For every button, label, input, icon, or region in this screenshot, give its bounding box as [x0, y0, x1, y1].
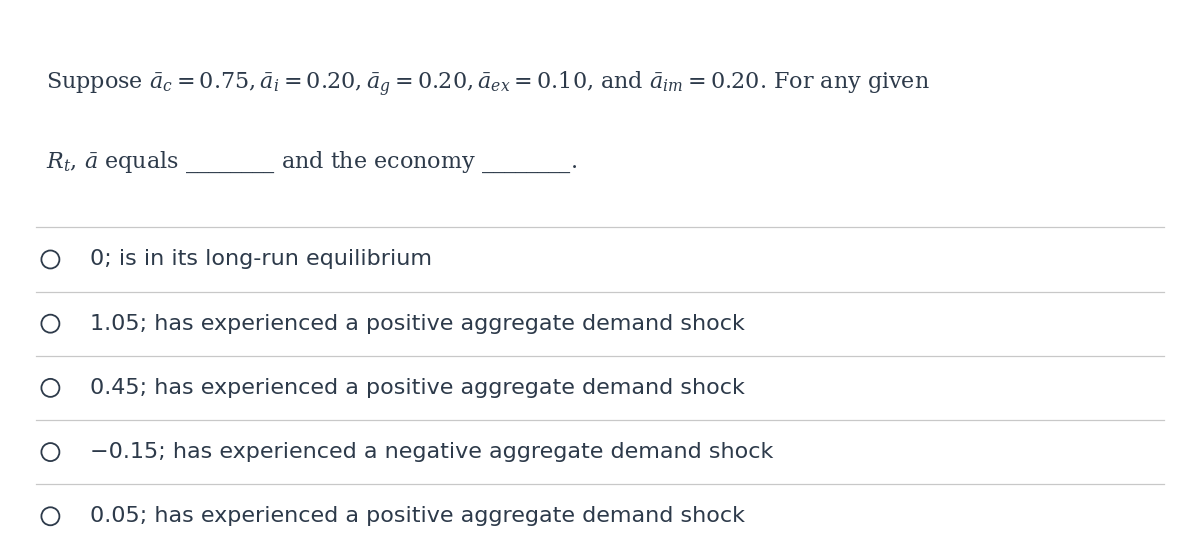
Text: 0; is in its long-run equilibrium: 0; is in its long-run equilibrium — [90, 249, 432, 270]
Text: 0.05; has experienced a positive aggregate demand shock: 0.05; has experienced a positive aggrega… — [90, 506, 745, 526]
Text: 0.45; has experienced a positive aggregate demand shock: 0.45; has experienced a positive aggrega… — [90, 378, 745, 398]
Text: 1.05; has experienced a positive aggregate demand shock: 1.05; has experienced a positive aggrega… — [90, 314, 745, 334]
Text: Suppose $\bar{a}_c = 0.75, \bar{a}_i = 0.20, \bar{a}_g = 0.20, \bar{a}_{ex} = 0.: Suppose $\bar{a}_c = 0.75, \bar{a}_i = 0… — [46, 70, 929, 98]
Text: $R_t$, $\bar{a}$ equals ________ and the economy ________.: $R_t$, $\bar{a}$ equals ________ and the… — [46, 150, 577, 175]
Text: −0.15; has experienced a negative aggregate demand shock: −0.15; has experienced a negative aggreg… — [90, 442, 773, 462]
